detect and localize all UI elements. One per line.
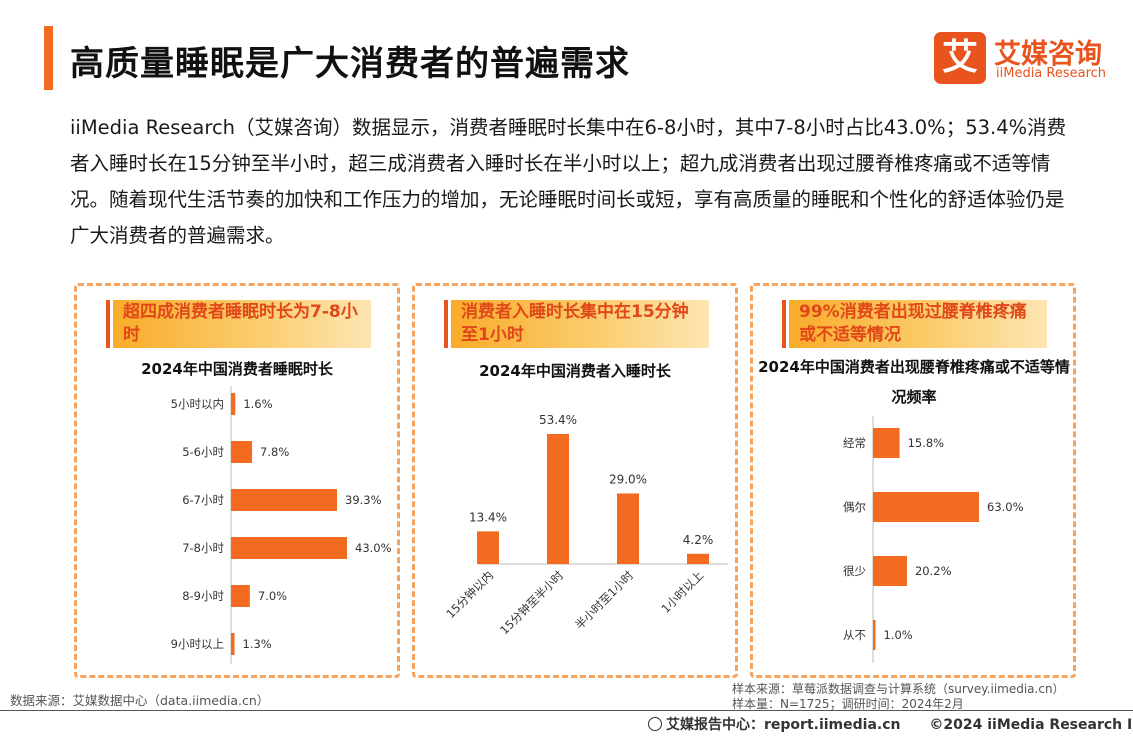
panel-header: 超四成消费者睡眠时长为7-8小时 <box>106 300 371 348</box>
panel-sleep-onset: 消费者入睡时长集中在15分钟至1小时 2024年中国消费者入睡时长 13.4% 1… <box>412 283 738 678</box>
category-label: 经常 <box>843 436 866 450</box>
data-label: 7.8% <box>260 445 289 459</box>
data-label: 43.0% <box>355 541 392 555</box>
category-label: 1小时以上 <box>659 568 707 616</box>
bar <box>477 531 499 564</box>
globe-icon <box>648 717 662 731</box>
data-label: 7.0% <box>258 589 287 603</box>
logo-name-en: iiMedia Research <box>996 66 1107 81</box>
category-label: 5-6小时 <box>182 445 224 459</box>
category-label: 半小时至1小时 <box>572 568 636 632</box>
title-accent-bar <box>44 26 53 90</box>
category-label: 从不 <box>843 628 866 642</box>
chart-title: 2024年中国消费者睡眠时长 <box>141 360 333 378</box>
panel-header-text: 消费者入睡时长集中在15分钟至1小时 <box>461 302 689 345</box>
back-pain-chart: 经常 15.8% 偶尔 63.0% 很少 20.2% 从不 1.0% <box>843 416 1024 663</box>
panel-back-pain: 99%消费者出现过腰脊椎疼痛或不适等情况 2024年中国消费者出现腰脊椎疼痛或不… <box>750 283 1076 678</box>
panel-header-text: 99%消费者出现过腰脊椎疼痛或不适等情况 <box>799 302 1027 345</box>
intro-paragraph: iiMedia Research（艾媒咨询）数据显示，消费者睡眠时长集中在6-8… <box>70 116 1067 247</box>
data-label: 1.0% <box>884 628 913 642</box>
bar <box>687 553 709 564</box>
category-label: 8-9小时 <box>182 589 224 603</box>
bar <box>547 434 569 564</box>
data-label: 15.8% <box>908 436 945 450</box>
footer-credits: 艾媒报告中心：report.iimedia.cn ©2024 iiMedia R… <box>648 714 1133 734</box>
copyright-text: ©2024 iiMedia Research Inc <box>929 717 1133 733</box>
bar <box>231 393 236 415</box>
bar <box>231 441 253 463</box>
bar <box>617 493 639 564</box>
panel-sleep-duration: 超四成消费者睡眠时长为7-8小时 2024年中国消费者睡眠时长 5小时以内 1.6… <box>74 283 400 678</box>
bar <box>231 633 235 655</box>
data-label: 20.2% <box>915 564 952 578</box>
category-label: 7-8小时 <box>182 541 224 555</box>
data-label: 4.2% <box>683 533 714 547</box>
data-label: 63.0% <box>987 500 1024 514</box>
data-label: 53.4% <box>539 413 577 427</box>
bar <box>873 492 979 522</box>
panel-header-text: 超四成消费者睡眠时长为7-8小时 <box>123 302 358 345</box>
sleep-onset-chart: 13.4% 15分钟以内 53.4% 15分钟至半小时 29.0% 半小时至1小时 4.2%… <box>443 413 728 637</box>
bar <box>231 489 338 511</box>
panel-header: 消费者入睡时长集中在15分钟至1小时 <box>444 300 709 348</box>
bar <box>231 585 250 607</box>
panel-header: 99%消费者出现过腰脊椎疼痛或不适等情况 <box>782 300 1047 348</box>
page-title: 高质量睡眠是广大消费者的普遍需求 <box>70 44 630 84</box>
data-label: 29.0% <box>609 472 647 486</box>
bar <box>873 428 900 458</box>
chart-title: 2024年中国消费者入睡时长 <box>479 362 671 380</box>
data-label: 1.3% <box>243 637 272 651</box>
bar <box>873 620 876 650</box>
data-label: 1.6% <box>243 397 272 411</box>
data-source-note: 数据来源：艾媒数据中心（data.iimedia.cn） <box>10 693 270 708</box>
sleep-duration-chart: 5小时以内 1.6% 5-6小时 7.8% 6-7小时 39.3% 7-8小时 43.0% 8-… <box>171 386 392 664</box>
data-label: 39.3% <box>345 493 382 507</box>
category-label: 偶尔 <box>843 500 866 514</box>
data-label: 13.4% <box>469 510 507 524</box>
category-label: 9小时以上 <box>171 637 224 651</box>
brand-logo: 艾 艾媒咨询 iiMedia Research <box>934 32 1114 86</box>
bar <box>873 556 907 586</box>
bar <box>231 537 347 559</box>
sample-source-note: 样本来源：草莓派数据调查与计算系统（survey.iimedia.cn） <box>732 682 1065 696</box>
footer-divider <box>0 710 1133 711</box>
category-label: 很少 <box>843 564 866 578</box>
logo-icon: 艾 <box>934 32 986 84</box>
category-label: 5小时以内 <box>171 397 224 411</box>
logo-name-cn: 艾媒咨询 <box>994 39 1102 70</box>
sample-size-note: 样本量：N=1725；调研时间：2024年2月 <box>732 697 964 711</box>
category-label: 6-7小时 <box>182 493 224 507</box>
chart-title: 2024年中国消费者出现腰脊椎疼痛或不适等情况频率 <box>758 358 1070 406</box>
category-label: 15分钟以内 <box>443 568 496 621</box>
report-center-link[interactable]: 艾媒报告中心：report.iimedia.cn <box>666 717 901 733</box>
category-label: 15分钟至半小时 <box>497 568 566 637</box>
